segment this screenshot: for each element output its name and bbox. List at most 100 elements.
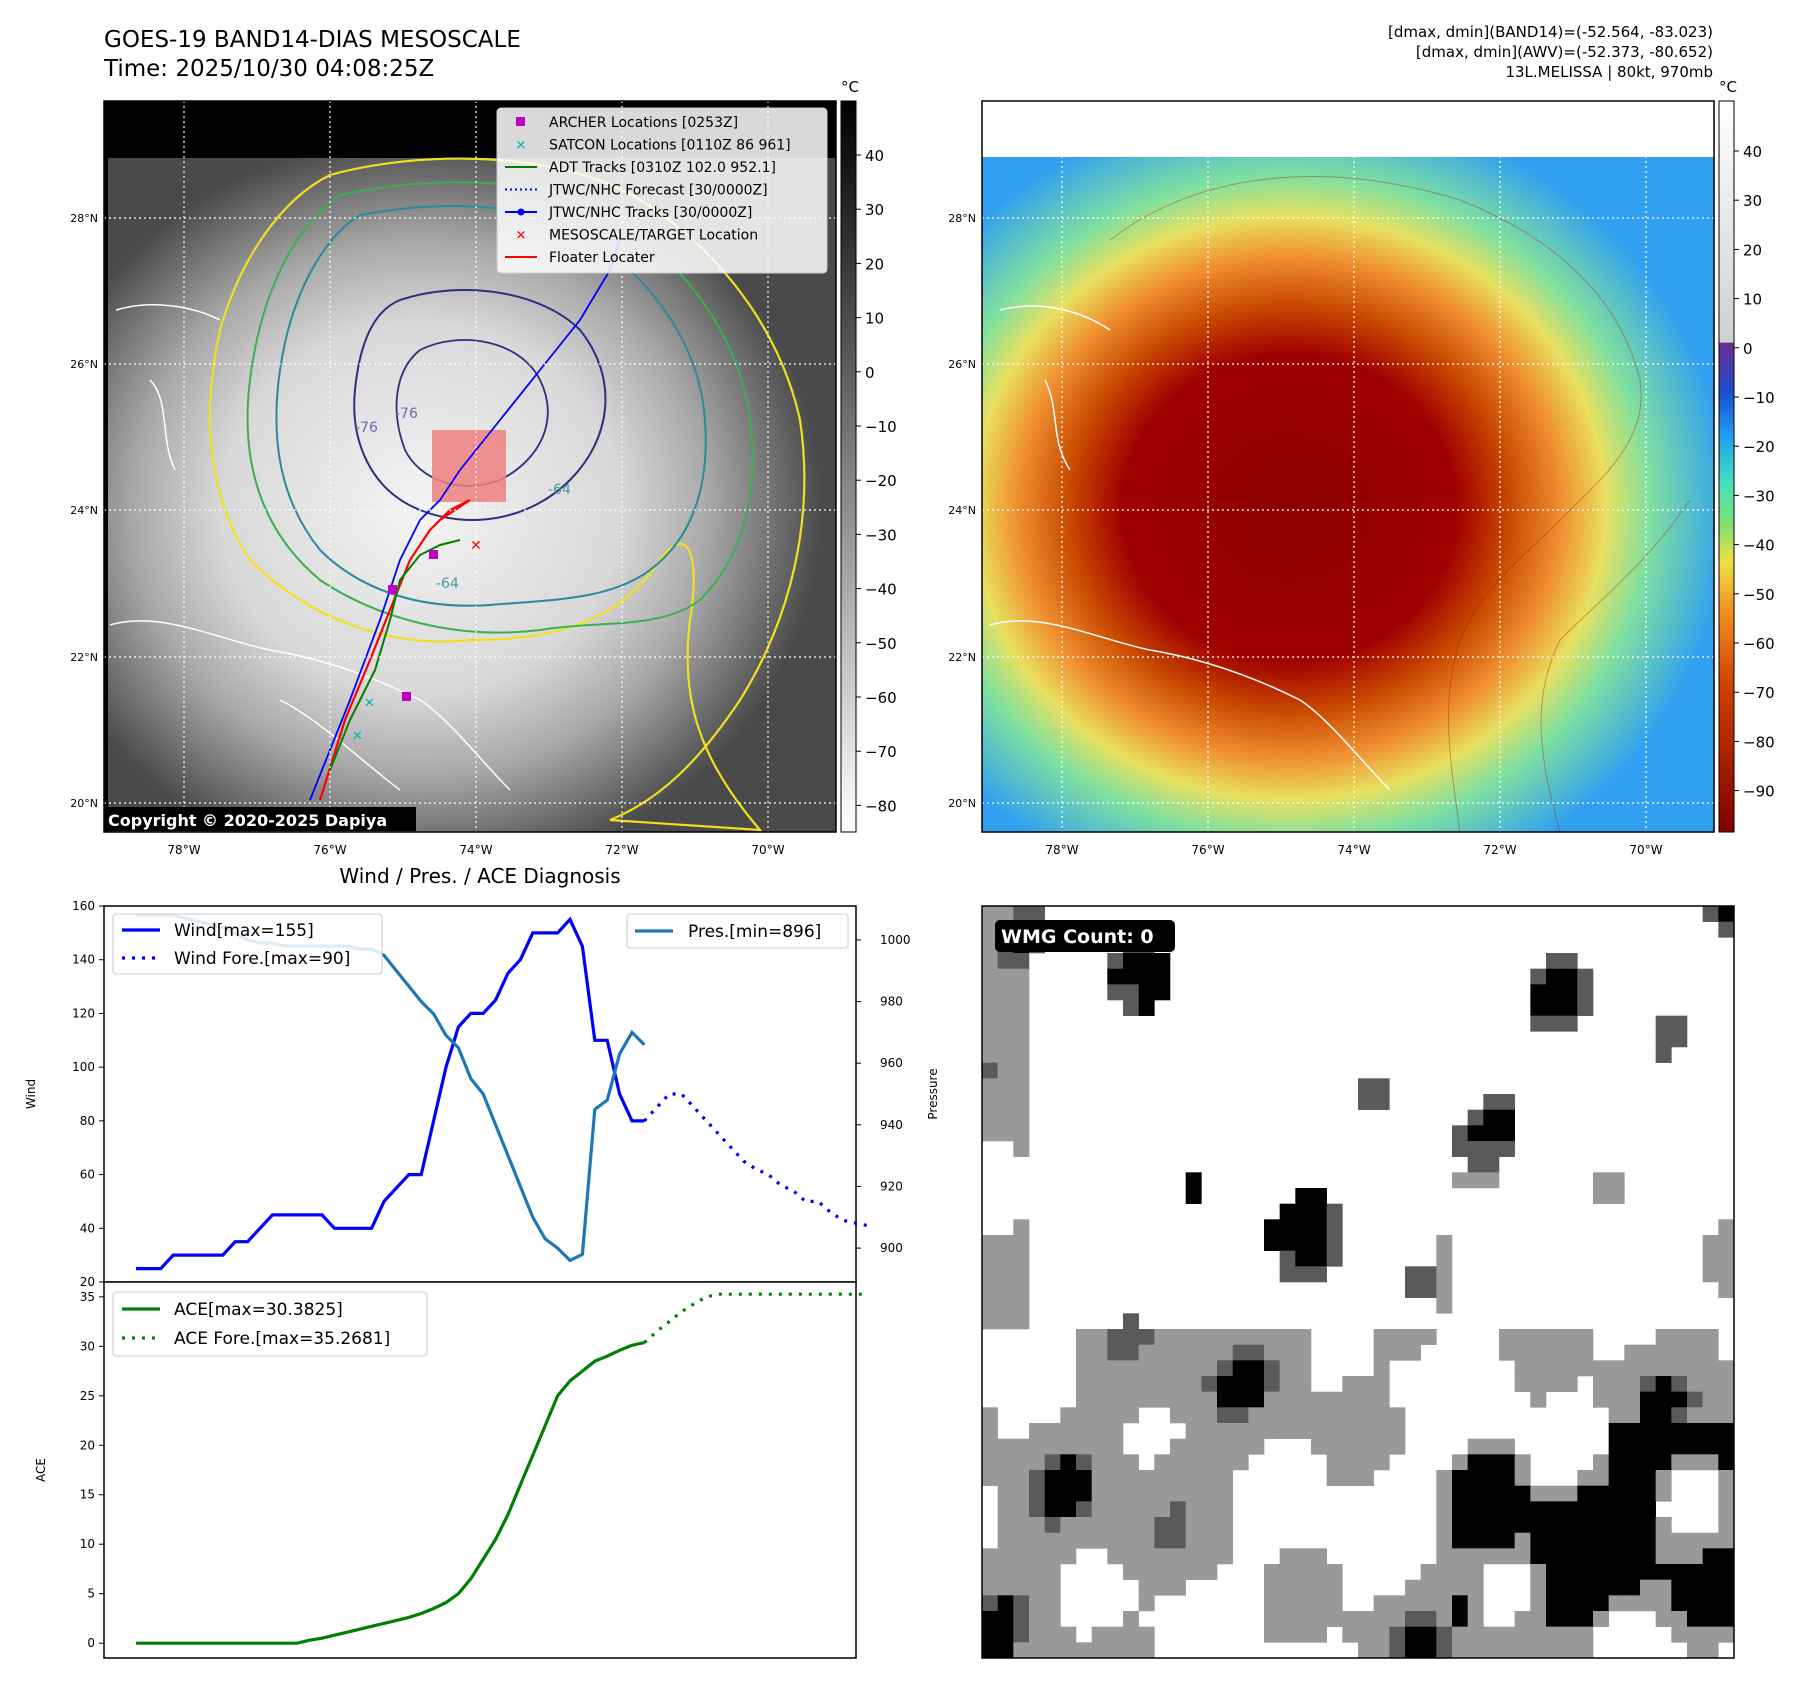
wmg-cell: [1561, 1626, 1578, 1643]
wmg-cell: [1608, 1532, 1625, 1549]
colorbar-tick-label: −60: [865, 689, 897, 707]
wmg-cell: [997, 968, 1014, 985]
wmg-cell: [1514, 1501, 1531, 1518]
wmg-cell: [1514, 1548, 1531, 1565]
colorbar-unit: °C: [841, 78, 859, 96]
wmg-cell: [1358, 1391, 1374, 1408]
wmg-cell: [1091, 1517, 1108, 1533]
wmg-cell: [1514, 1376, 1531, 1392]
wmg-cell: [1608, 1360, 1625, 1377]
wmg-cell: [1452, 1626, 1468, 1643]
wmg-cell: [1624, 1564, 1641, 1580]
wmg-cell: [1702, 1548, 1719, 1565]
diagnosis-title: Wind / Pres. / ACE Diagnosis: [339, 864, 620, 888]
wmg-cell: [1060, 1454, 1077, 1471]
wmg-cell: [982, 1579, 998, 1596]
wmg-cell: [1530, 968, 1547, 985]
series-line: [136, 1341, 645, 1645]
map-gridlines: [104, 101, 836, 832]
wmg-cell: [1311, 1564, 1327, 1580]
legend-marker: [516, 117, 525, 126]
wmg-cell: [1217, 1344, 1233, 1361]
wmg-cell: [1530, 1642, 1547, 1659]
wmg-cell: [1718, 1501, 1735, 1518]
wmg-cell: [982, 1000, 998, 1016]
wmg-cell: [1217, 1485, 1233, 1502]
wmg-cell: [1608, 1470, 1625, 1486]
wmg-cell: [997, 1611, 1014, 1627]
wmg-cell: [1264, 1360, 1280, 1377]
wmg-cell: [982, 1047, 998, 1063]
wmg-cell: [1420, 1266, 1437, 1283]
wmg-cell: [1608, 1407, 1625, 1424]
wmg-cell: [1029, 1595, 1045, 1612]
wmg-cell: [1358, 1454, 1374, 1471]
wmg-cell: [1013, 1141, 1030, 1157]
wmg-cell: [1232, 1407, 1249, 1424]
wmg-cell: [1091, 1376, 1108, 1392]
wmg-cell: [1358, 1376, 1374, 1392]
wmg-cell: [1593, 1172, 1609, 1189]
wmg-cell: [997, 1078, 1014, 1095]
wmg-cell: [1577, 1485, 1594, 1502]
wmg-cell: [1467, 1172, 1484, 1189]
wmg-cell: [1373, 1423, 1390, 1439]
wmg-cell: [1467, 1626, 1484, 1643]
wmg-cell: [1013, 1470, 1030, 1486]
wmg-cell: [1013, 1250, 1030, 1267]
wmg-cell: [1577, 1579, 1594, 1596]
wmg-cell: [1138, 1360, 1155, 1377]
wmg-cell: [1608, 1454, 1625, 1471]
wmg-cell: [1044, 1423, 1061, 1439]
wmg-cell: [1467, 1470, 1484, 1486]
target-box: [432, 430, 506, 502]
wmg-cell: [1655, 1031, 1672, 1048]
wmg-cell: [1718, 1423, 1735, 1439]
wmg-cell: [982, 1015, 998, 1032]
wmg-cell: [1530, 1595, 1547, 1612]
wmg-cell: [1326, 1423, 1343, 1439]
wmg-cell: [1185, 1423, 1202, 1439]
wmg-cell: [1436, 1626, 1453, 1643]
wmg-cell: [1295, 1423, 1312, 1439]
wmg-cell: [1436, 1548, 1453, 1565]
y-tick-label-right: 960: [880, 1056, 903, 1070]
wmg-cell: [1217, 1391, 1233, 1408]
wmg-cell: [997, 1564, 1014, 1580]
wmg-cell: [1640, 1454, 1656, 1471]
lat-label: 26°N: [948, 358, 976, 371]
wmg-cell: [1138, 1642, 1155, 1659]
wmg-count-badge: [995, 920, 1175, 952]
wmg-cell: [1452, 1642, 1468, 1659]
wmg-cell: [1702, 1532, 1719, 1549]
wmg-cell: [1013, 1094, 1030, 1110]
wmg-cell: [1577, 1642, 1594, 1659]
wmg-cell: [1624, 1376, 1641, 1392]
wmg-cell: [1279, 1266, 1296, 1283]
wmg-cell: [1640, 1501, 1656, 1518]
wmg-cell: [1029, 1485, 1045, 1502]
wmg-cell: [1530, 1376, 1547, 1392]
wmg-cell: [1358, 1626, 1374, 1643]
wmg-cell: [1640, 1360, 1656, 1377]
wmg-cell: [1154, 1564, 1171, 1580]
wmg-cell: [997, 984, 1014, 1001]
wmg-cell: [997, 1626, 1014, 1643]
wmg-cell: [1217, 1501, 1233, 1518]
lon-label: 72°W: [1483, 843, 1516, 857]
wmg-cell: [1640, 1407, 1656, 1424]
wmg-cell: [1593, 1376, 1609, 1392]
wmg-cell: [1138, 1344, 1155, 1361]
wmg-cell: [1389, 1626, 1406, 1643]
wmg-cell: [1655, 1548, 1672, 1565]
wmg-cell: [997, 1297, 1014, 1314]
wmg-cell: [1483, 1094, 1500, 1110]
wmg-cell: [982, 1297, 998, 1314]
wmg-cell: [1514, 1532, 1531, 1549]
wmg-cell: [1420, 1611, 1437, 1627]
wmg-cell: [1013, 1532, 1030, 1549]
wmg-cell: [1389, 1407, 1406, 1424]
wmg-cell: [1170, 1344, 1186, 1361]
wmg-cell: [1232, 1360, 1249, 1377]
colorbar-tick-label: −10: [865, 418, 897, 436]
